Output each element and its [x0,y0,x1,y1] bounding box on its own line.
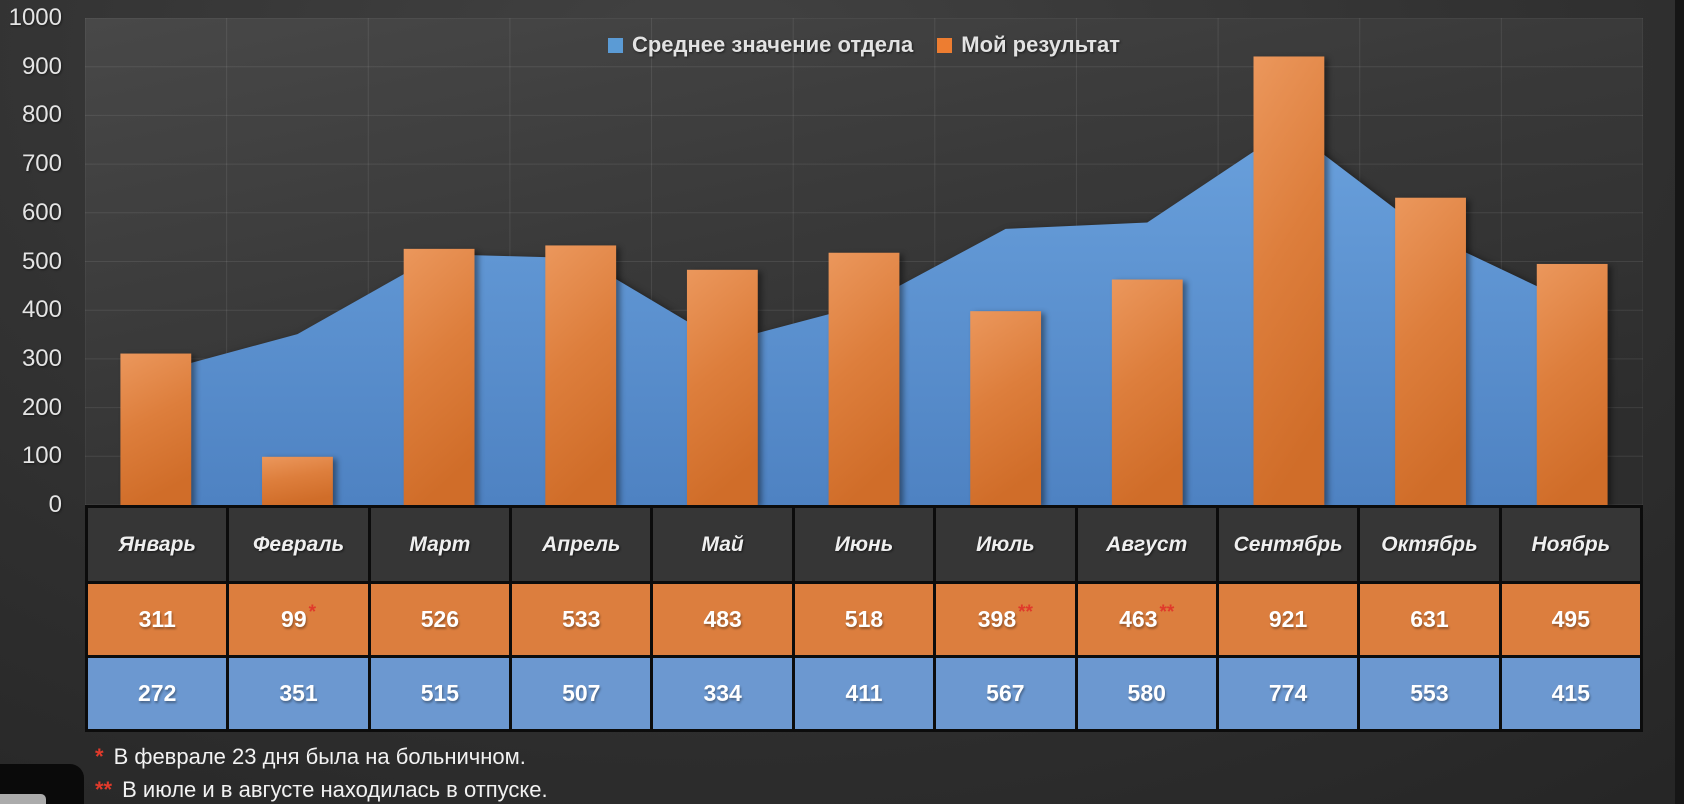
y-axis-tick: 100 [21,442,62,470]
bar-Март[interactable] [403,248,475,505]
area-value-cell-9: 553 [1360,658,1499,729]
bar-value-cell-2: 526 [370,584,510,655]
bar-value-cell-9: 631 [1360,584,1499,655]
y-axis-tick: 200 [21,393,62,421]
chart-plot-area[interactable] [85,18,1643,505]
month-cell-8: Сентябрь [1218,508,1358,581]
bar-Октябрь[interactable] [1395,197,1466,505]
footnotes: * В феврале 23 дня была на больничном. **… [95,740,548,804]
footnote-mark-double-asterisk: ** [95,777,113,802]
area-value-cell-0: 272 [88,658,227,729]
area-value-cell-3: 507 [512,658,651,729]
y-axis: 0 100 200 300 400 500 600 700 800 900 1000 [0,0,62,540]
y-axis-tick: 1000 [8,4,62,31]
bar-Май[interactable] [686,269,758,505]
month-cell-3: Апрель [512,508,651,581]
footnote-vacation: ** В июле и в августе находилась в отпуск… [95,773,548,804]
footnote-sick-leave: * В феврале 23 дня была на больничном. [95,740,548,773]
y-axis-tick: 400 [21,296,62,324]
legend-label-my-result: Мой результат [961,32,1121,57]
legend-swatch-orange-icon [937,37,953,53]
footnote-text-sick-leave: В феврале 23 дня была на больничном. [113,744,526,769]
y-axis-tick: 500 [21,247,62,275]
y-axis-tick: 300 [21,344,62,372]
legend-label-average: Среднее значение отдела [631,32,914,57]
value-note-mark: * [308,601,317,623]
area-value-cell-8: 774 [1218,658,1358,729]
bar-Июль[interactable] [970,311,1042,505]
bar-value-cell-0: 311 [88,584,227,655]
bar-value-cell-6: 398 ** [936,584,1075,655]
area-value-cell-1: 351 [229,658,368,729]
month-cell-2: Март [370,508,510,581]
bar-Ноябрь[interactable] [1536,263,1608,505]
footnote-mark-asterisk: * [95,744,104,769]
month-cell-9: Октябрь [1360,508,1499,581]
month-cell-5: Июнь [794,508,934,581]
bar-Июнь[interactable] [828,252,900,505]
month-cell-1: Февраль [229,508,368,581]
y-axis-tick: 600 [21,198,62,226]
legend-item-my-result[interactable]: Мой результат [937,32,1120,58]
chart-data-table: Январь Февраль Март Апрель Май Июнь Июль Август… [85,505,1643,732]
area-value-cell-4: 334 [653,658,792,729]
area-value-cell-10: 415 [1501,658,1640,729]
bar-Январь[interactable] [120,353,192,505]
month-cell-0: Январь [88,508,227,581]
y-axis-tick: 900 [21,52,62,80]
bar-Февраль[interactable] [262,456,333,505]
bar-value-cell-7: 463 ** [1077,584,1216,655]
bar-series-my-result [120,56,1608,505]
y-axis-tick: 800 [21,101,62,129]
y-axis-tick: 0 [48,491,62,518]
bar-Сентябрь[interactable] [1253,56,1325,505]
legend-item-average[interactable]: Среднее значение отдела [607,32,914,58]
bar-Апрель[interactable] [545,245,617,505]
value-note-mark: ** [1018,601,1033,623]
background-window-corner [0,764,84,804]
bar-value-cell-8: 921 [1218,584,1358,655]
footnote-text-vacation: В июле и в августе находилась в отпуске. [122,777,548,802]
month-cell-4: Май [653,508,792,581]
bar-value-cell-4: 483 [653,584,792,655]
background-window-bar [0,794,46,804]
month-cell-7: Август [1077,508,1216,581]
legend-swatch-blue-icon [607,37,623,53]
month-cell-6: Июль [936,508,1075,581]
chart-legend: Среднее значение отдела Мой результат [85,32,1643,58]
bar-Август[interactable] [1111,279,1183,505]
window-right-edge [1675,0,1684,804]
bar-value-cell-1: 99 * [229,584,368,655]
month-cell-10: Ноябрь [1501,508,1640,581]
y-axis-tick: 700 [21,150,62,178]
area-value-cell-7: 580 [1077,658,1216,729]
bar-value-cell-3: 533 [512,584,651,655]
area-value-cell-6: 567 [936,658,1075,729]
bar-value-cell-10: 495 [1501,584,1640,655]
bar-value-cell-5: 518 [794,584,934,655]
area-value-cell-5: 411 [794,658,934,729]
area-value-cell-2: 515 [370,658,510,729]
value-note-mark: ** [1159,601,1175,623]
